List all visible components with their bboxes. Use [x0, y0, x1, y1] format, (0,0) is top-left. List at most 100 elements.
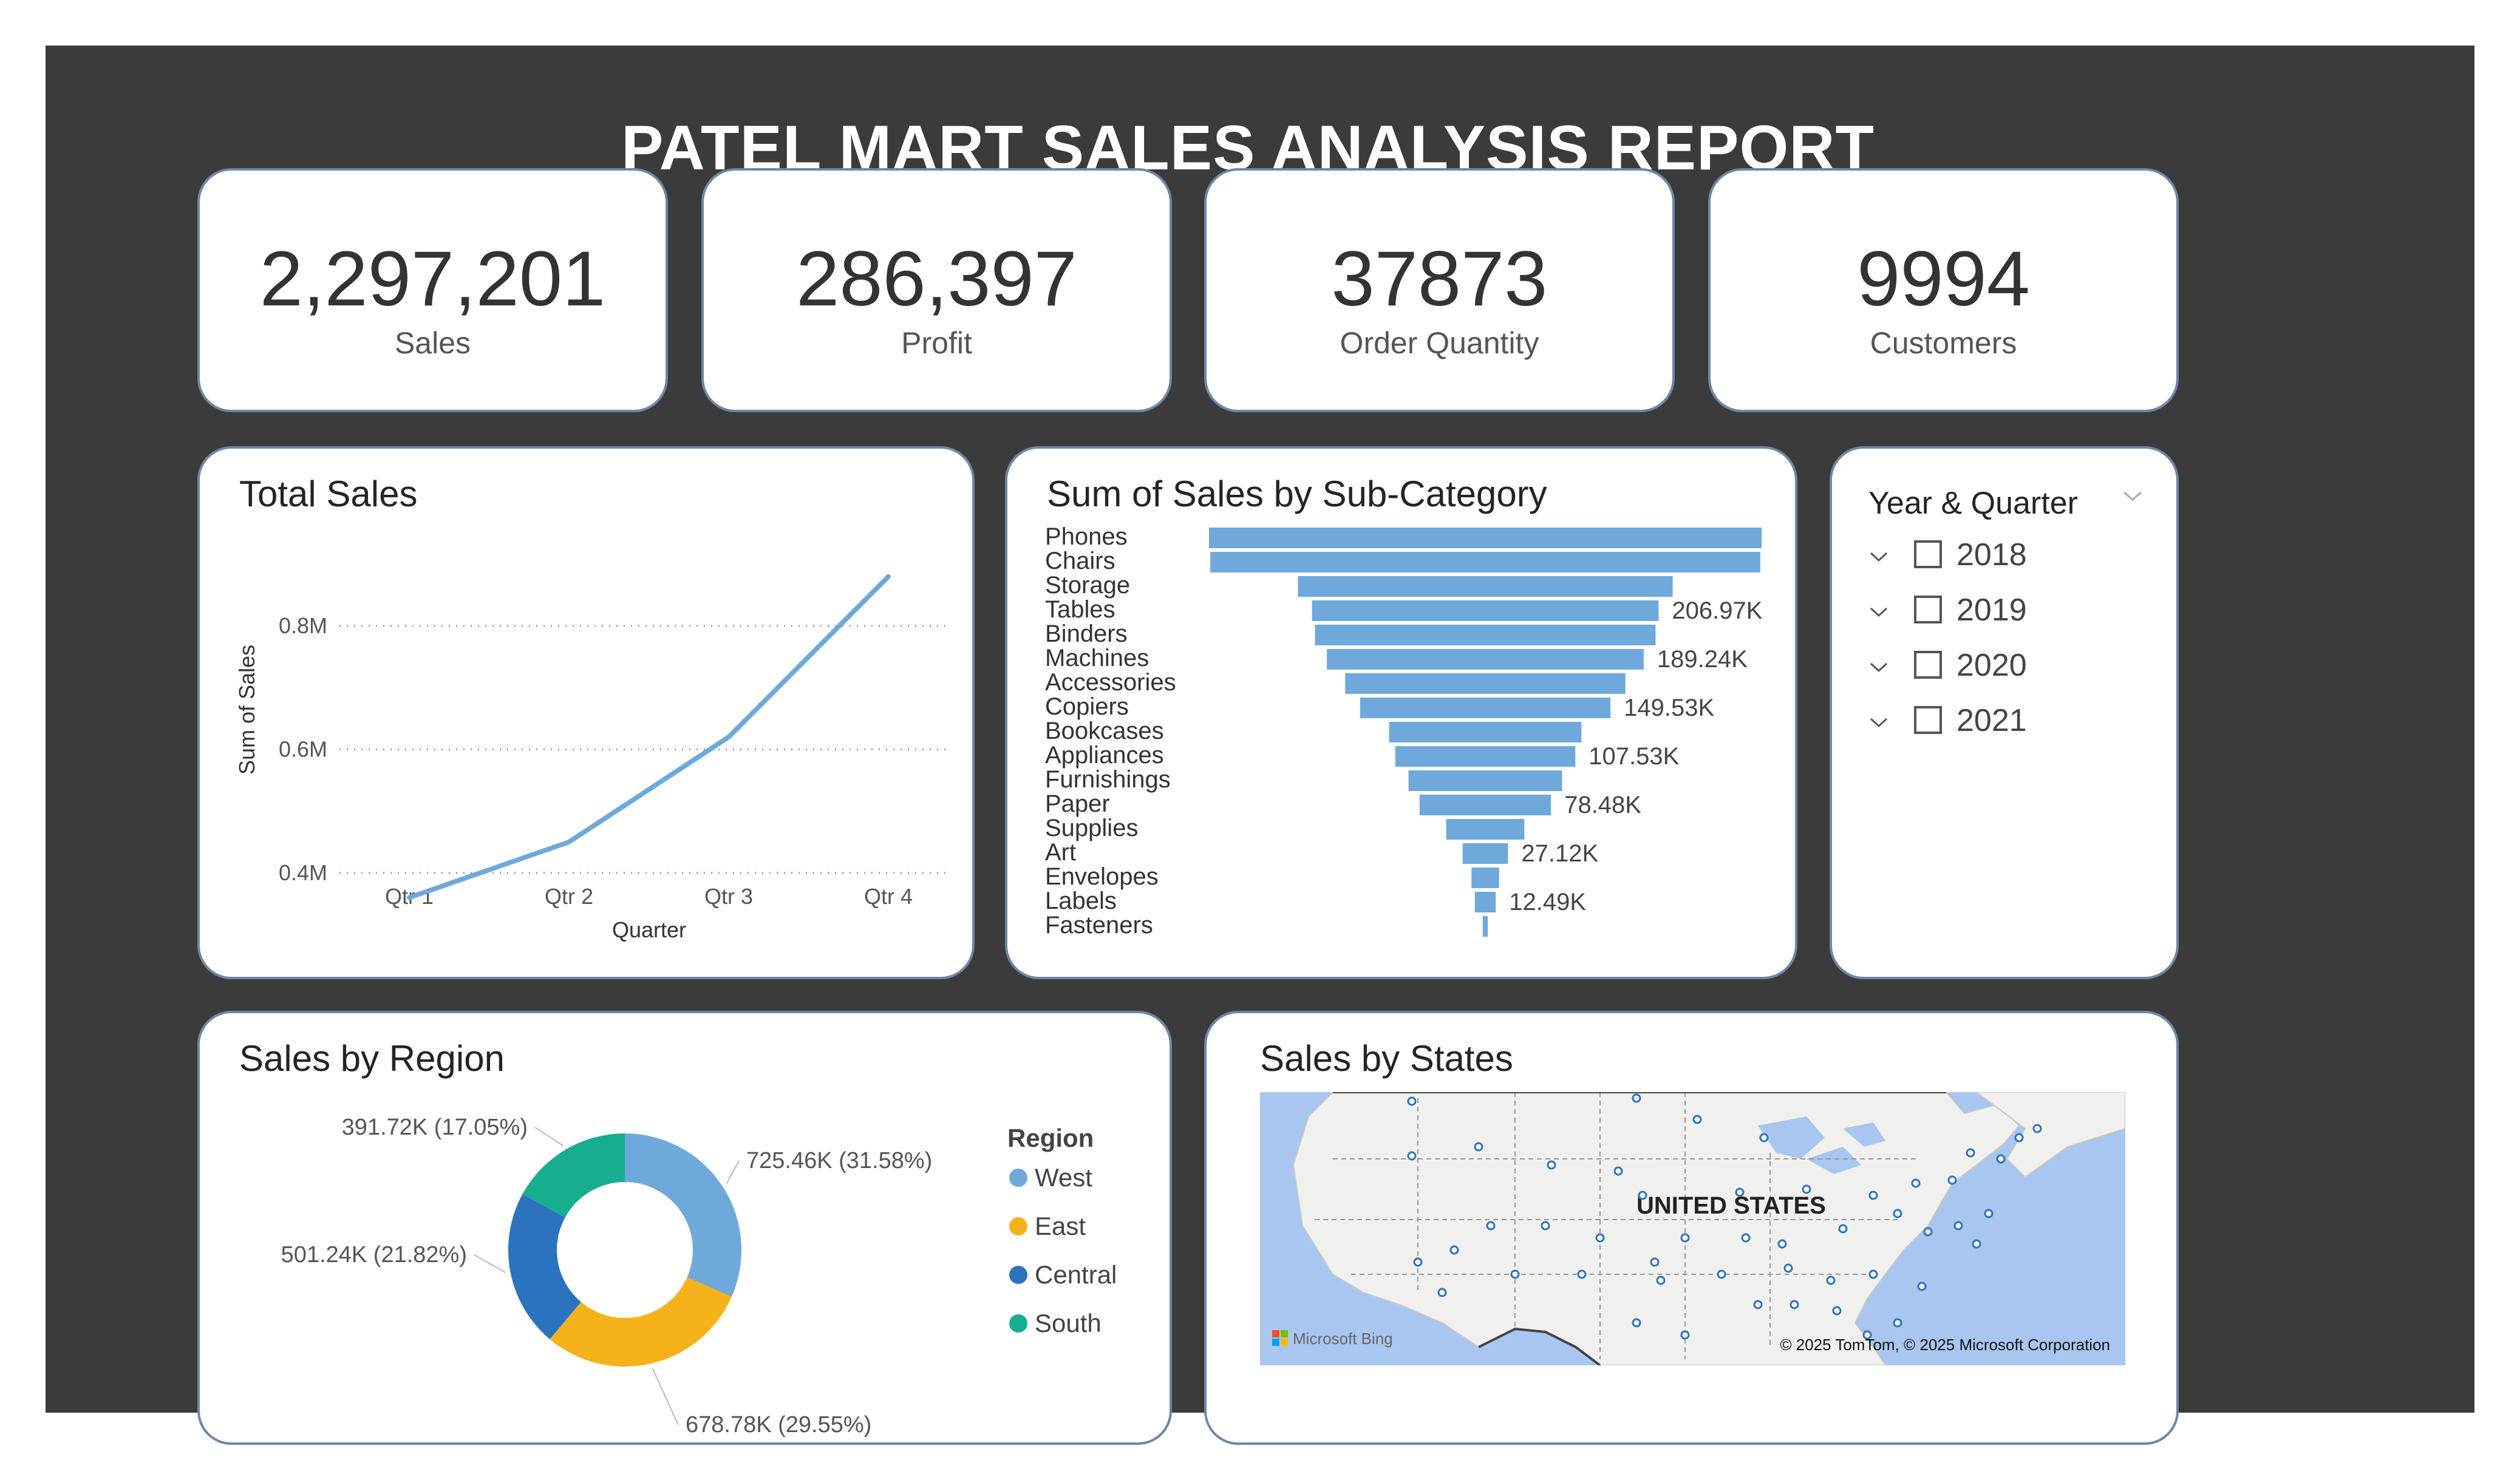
slicer-item-2021[interactable]: 2021: [1868, 702, 2142, 751]
state-marker[interactable]: [2032, 1124, 2042, 1133]
subcategory-card[interactable]: Sum of Sales by Sub-Category Phones Chair…: [1005, 446, 1797, 979]
state-marker[interactable]: [1984, 1209, 1994, 1218]
bar: [1312, 600, 1659, 621]
state-marker[interactable]: [1802, 1184, 1811, 1194]
state-marker[interactable]: [1832, 1306, 1842, 1316]
state-marker[interactable]: [1953, 1221, 1963, 1231]
state-marker[interactable]: [1680, 1330, 1690, 1340]
year-quarter-slicer[interactable]: Year & Quarter 2018 2019 2020 2021: [1830, 446, 2179, 979]
checkbox[interactable]: [1914, 540, 1942, 568]
state-marker[interactable]: [2014, 1133, 2024, 1143]
state-marker[interactable]: [1741, 1233, 1751, 1243]
x-tick-label: Qtr 4: [864, 884, 913, 909]
state-markers: [1407, 1093, 2042, 1340]
leader-line: [652, 1368, 679, 1425]
checkbox[interactable]: [1914, 596, 1942, 623]
state-marker[interactable]: [1656, 1275, 1666, 1285]
state-marker[interactable]: [1449, 1245, 1459, 1255]
state-marker[interactable]: [1632, 1318, 1641, 1328]
state-marker[interactable]: [1966, 1148, 1975, 1158]
states-card[interactable]: Sales by States: [1204, 1011, 2179, 1445]
state-marker[interactable]: [1947, 1175, 1957, 1185]
bar: [1210, 552, 1760, 572]
kpi-card-customers[interactable]: 9994 Customers: [1708, 168, 2179, 412]
bar: [1298, 576, 1673, 597]
slice-label: 501.24K (21.82%): [281, 1242, 467, 1268]
state-marker[interactable]: [1613, 1166, 1623, 1176]
slicer-item-2020[interactable]: 2020: [1868, 647, 2142, 696]
state-marker[interactable]: [1777, 1239, 1787, 1249]
kpi-value: 286,397: [796, 236, 1077, 322]
region-card[interactable]: Sales by Region 725.46K (31.58%) 678.78K …: [197, 1011, 1172, 1445]
slicer-item-2019[interactable]: 2019: [1868, 592, 2142, 640]
state-marker[interactable]: [1413, 1257, 1423, 1267]
state-marker[interactable]: [1911, 1178, 1921, 1188]
state-marker[interactable]: [1868, 1269, 1878, 1279]
state-marker[interactable]: [1595, 1233, 1605, 1243]
category-label: Art: [1045, 839, 1076, 866]
kpi-card-order-quantity[interactable]: 37873 Order Quantity: [1204, 168, 1675, 412]
legend-swatch: [1009, 1314, 1027, 1333]
us-map-canvas[interactable]: UNITED STATES Microsoft Bing © 2025 TomT…: [1260, 1091, 2126, 1367]
kpi-card-profit[interactable]: 286,397 Profit: [701, 168, 1172, 412]
chevron-down-icon[interactable]: [1868, 602, 1889, 622]
bar: [1419, 795, 1551, 815]
state-marker[interactable]: [1541, 1221, 1550, 1231]
state-marker[interactable]: [1862, 1330, 1872, 1340]
chevron-down-icon[interactable]: [2120, 484, 2145, 508]
state-marker[interactable]: [1972, 1239, 1981, 1249]
state-marker[interactable]: [1838, 1224, 1848, 1234]
state-marker[interactable]: [1893, 1209, 1902, 1218]
slicer-title: Year & Quarter: [1868, 486, 2078, 521]
state-marker[interactable]: [1735, 1187, 1745, 1197]
state-marker[interactable]: [1510, 1269, 1520, 1279]
state-marker[interactable]: [1474, 1142, 1483, 1152]
state-marker[interactable]: [1437, 1288, 1447, 1297]
chevron-down-icon[interactable]: [1868, 712, 1889, 733]
category-label: Chairs: [1045, 548, 1115, 574]
legend-swatch: [1009, 1266, 1027, 1284]
state-marker[interactable]: [1632, 1093, 1641, 1103]
state-marker[interactable]: [1638, 1190, 1647, 1200]
state-marker[interactable]: [1577, 1269, 1587, 1279]
state-marker[interactable]: [1996, 1154, 2006, 1164]
kpi-label: Customers: [1870, 326, 2017, 360]
state-marker[interactable]: [1407, 1096, 1417, 1106]
state-marker[interactable]: [1717, 1269, 1726, 1279]
checkbox[interactable]: [1914, 706, 1942, 734]
state-marker[interactable]: [1893, 1318, 1902, 1328]
slicer-item-2018[interactable]: 2018: [1868, 537, 2142, 585]
kpi-card-sales[interactable]: 2,297,201 Sales: [197, 168, 668, 412]
bar: [1327, 649, 1644, 670]
leader-line: [474, 1254, 506, 1273]
state-marker[interactable]: [1923, 1227, 1933, 1237]
state-marker[interactable]: [1692, 1115, 1702, 1124]
state-marker[interactable]: [1680, 1233, 1690, 1243]
state-marker[interactable]: [1868, 1190, 1878, 1200]
state-marker[interactable]: [1917, 1282, 1927, 1291]
category-label: Furnishings: [1045, 766, 1171, 793]
data-point: [886, 574, 891, 579]
state-marker[interactable]: [1486, 1221, 1496, 1231]
state-borders: [1315, 1092, 1916, 1359]
state-marker[interactable]: [1783, 1263, 1793, 1273]
state-marker[interactable]: [1790, 1300, 1799, 1309]
state-marker[interactable]: [1826, 1275, 1836, 1285]
kpi-value: 9994: [1857, 236, 2030, 322]
chevron-down-icon[interactable]: [1868, 546, 1889, 567]
state-marker[interactable]: [1407, 1151, 1417, 1161]
legend-label: Central: [1035, 1260, 1117, 1289]
checkbox[interactable]: [1914, 651, 1942, 679]
y-tick-label: 0.8M: [279, 613, 327, 638]
category-label: Accessories: [1045, 669, 1176, 696]
chevron-down-icon[interactable]: [1868, 657, 1889, 678]
us-map[interactable]: UNITED STATES Microsoft Bing © 2025 TomT…: [1260, 1091, 2126, 1367]
data-label: 149.53K: [1624, 695, 1714, 721]
map-copyright: © 2025 TomTom, © 2025 Microsoft Corporat…: [1780, 1336, 2110, 1354]
state-marker[interactable]: [1650, 1257, 1660, 1267]
data-label: 78.48K: [1564, 792, 1641, 818]
state-marker[interactable]: [1753, 1300, 1763, 1309]
state-marker[interactable]: [1547, 1160, 1556, 1170]
state-marker[interactable]: [1759, 1133, 1769, 1143]
